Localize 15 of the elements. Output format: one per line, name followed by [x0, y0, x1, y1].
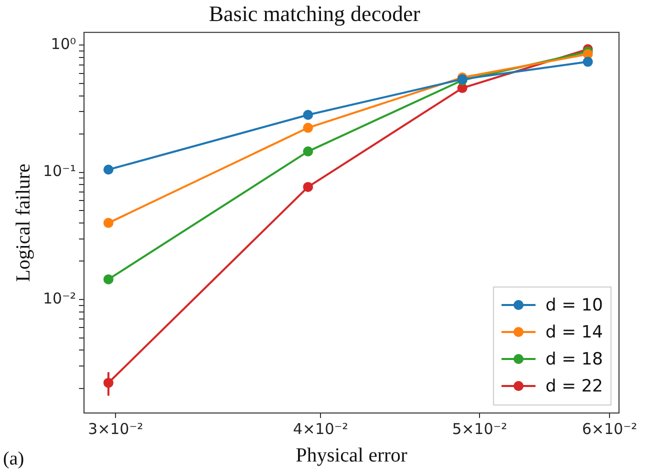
legend-label: d = 18 — [546, 349, 604, 370]
text: (a) — [3, 448, 24, 470]
y-tick-label: 10⁻¹ — [42, 162, 76, 180]
legend-label: d = 10 — [546, 295, 604, 316]
y-tick-label: 10⁻² — [42, 289, 76, 308]
legend-label: d = 22 — [546, 376, 604, 396]
x-tick-label: 3×10⁻² — [88, 420, 144, 438]
x-axis-title: Physical error — [296, 444, 408, 466]
x-tick-label: 4×10⁻² — [293, 420, 348, 438]
legend-label: d = 14 — [546, 322, 604, 342]
x-tick-label: 6×10⁻² — [582, 420, 638, 438]
x-tick-label: 5×10⁻² — [452, 420, 508, 438]
y-axis-title: Logical failure — [12, 163, 34, 282]
chart-title: Basic matching decoder — [208, 0, 421, 26]
y-tick-label: 10⁰ — [50, 35, 76, 54]
